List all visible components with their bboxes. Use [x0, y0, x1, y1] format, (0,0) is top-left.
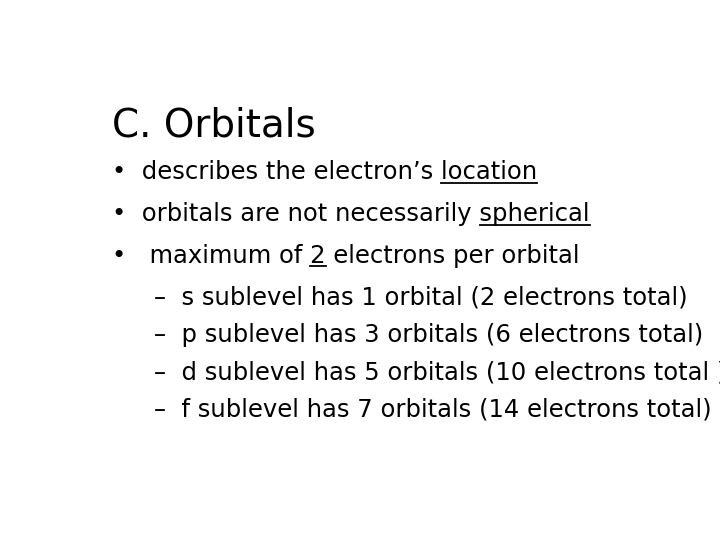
- Text: •  describes the electron’s location: • describes the electron’s location: [112, 160, 537, 185]
- Text: –  p sublevel has 3 orbitals (6 electrons total): – p sublevel has 3 orbitals (6 electrons…: [154, 322, 703, 347]
- Text: C. Orbitals: C. Orbitals: [112, 106, 316, 144]
- Text: –  f sublevel has 7 orbitals (14 electrons total): – f sublevel has 7 orbitals (14 electron…: [154, 397, 712, 421]
- Text: •  orbitals are not necessarily spherical: • orbitals are not necessarily spherical: [112, 202, 590, 226]
- Text: –  d sublevel has 5 orbitals (10 electrons total ): – d sublevel has 5 orbitals (10 electron…: [154, 360, 720, 384]
- Text: •   maximum of 2 electrons per orbital: • maximum of 2 electrons per orbital: [112, 244, 580, 268]
- Text: –  s sublevel has 1 orbital (2 electrons total): – s sublevel has 1 orbital (2 electrons …: [154, 285, 688, 309]
